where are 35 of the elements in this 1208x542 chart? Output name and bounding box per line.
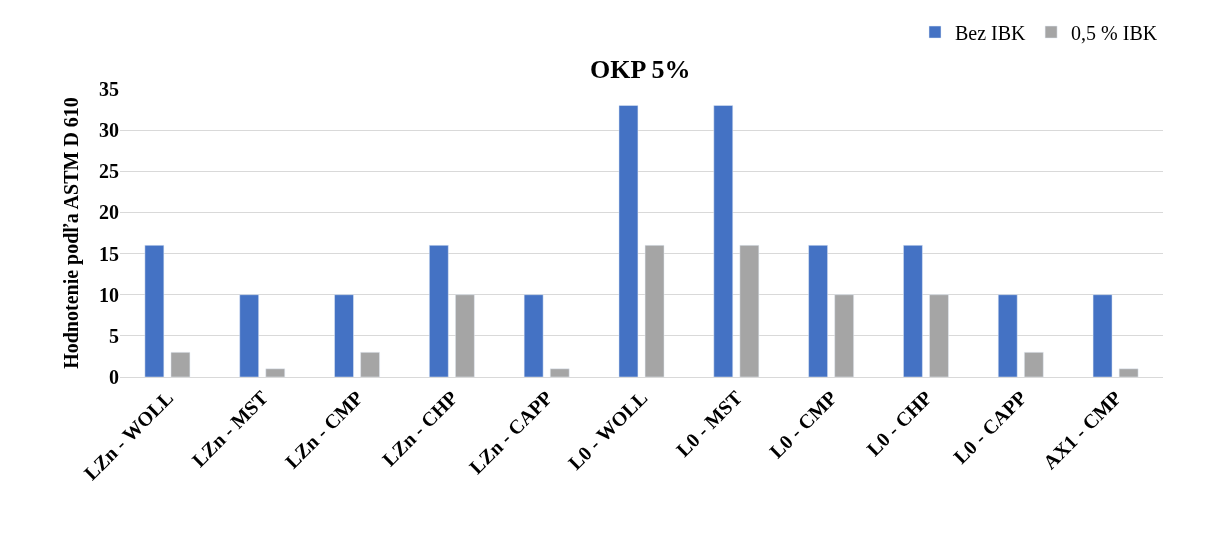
bar	[1092, 294, 1113, 377]
legend-label: Bez IBK	[955, 21, 1027, 44]
bar	[998, 294, 1018, 377]
bar	[239, 294, 259, 377]
bar	[549, 368, 570, 377]
bar	[360, 352, 380, 377]
y-tick-label: 30	[99, 119, 119, 142]
bar	[1024, 352, 1044, 377]
bar	[429, 245, 449, 377]
legend-label: 0,5 % IBK	[1071, 21, 1158, 44]
y-tick-label: 35	[99, 78, 119, 100]
bar	[903, 245, 923, 377]
bar	[523, 294, 544, 377]
bar	[834, 294, 854, 377]
bar	[1118, 368, 1139, 377]
y-tick-label: 15	[99, 242, 119, 265]
bar	[170, 352, 191, 377]
y-tick-label: 25	[99, 160, 119, 183]
x-tick-label: L0 - CHP	[862, 386, 936, 461]
bar	[739, 245, 760, 377]
bar	[334, 294, 354, 377]
bar	[808, 245, 828, 377]
y-axis-title: Hodnotenie podľa ASTM D 610	[59, 97, 83, 369]
y-tick-label: 5	[109, 324, 119, 347]
chart-title: OKP 5%	[590, 54, 691, 84]
y-tick-label: 0	[109, 366, 119, 388]
bar	[265, 368, 285, 377]
bar	[713, 105, 734, 377]
y-tick-label: 20	[99, 201, 119, 224]
bar	[618, 105, 639, 377]
bar	[144, 245, 165, 377]
y-tick-label: 10	[99, 283, 119, 306]
bar	[455, 294, 475, 377]
bar	[929, 294, 949, 377]
bar	[644, 245, 665, 377]
